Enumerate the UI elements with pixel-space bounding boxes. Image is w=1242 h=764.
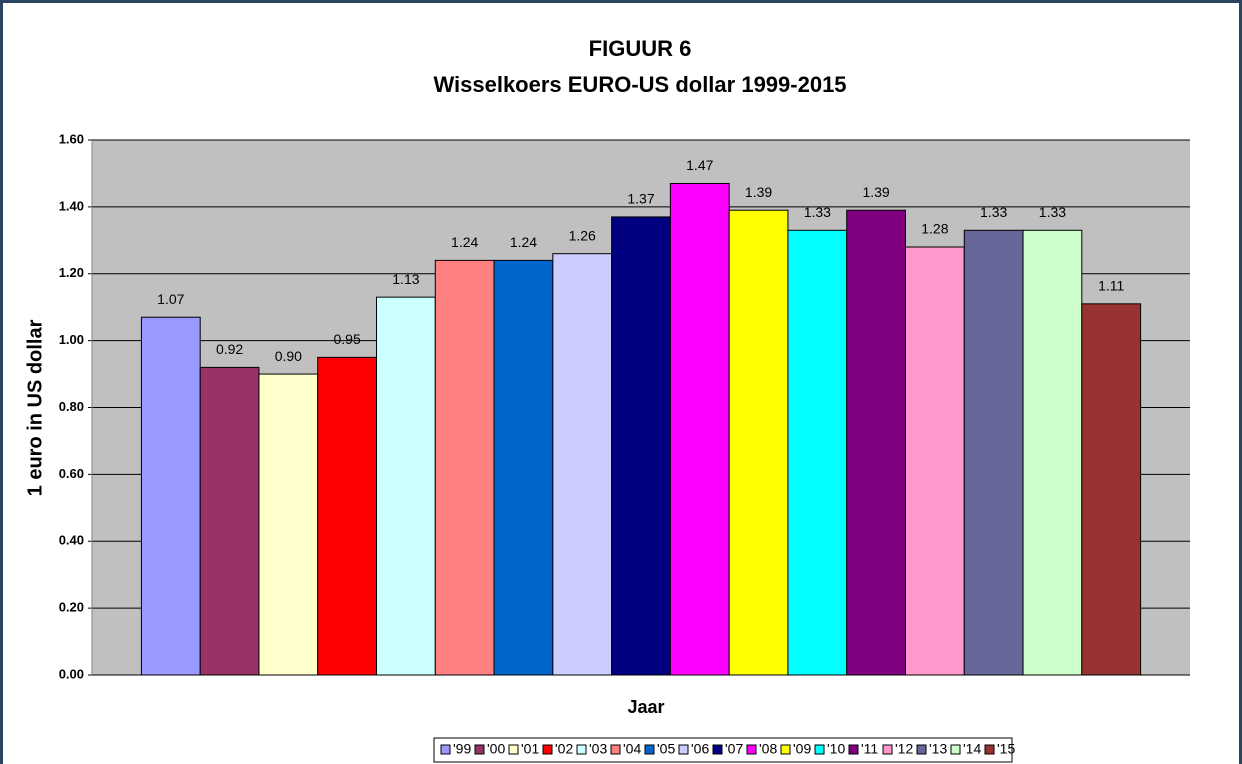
bar xyxy=(258,373,319,676)
data-label: 1.37 xyxy=(627,191,654,207)
data-label: 1.39 xyxy=(862,184,889,200)
legend-label: '06 xyxy=(691,741,709,757)
bar xyxy=(904,246,965,676)
legend xyxy=(433,737,1013,763)
data-label: 1.24 xyxy=(451,234,478,250)
legend-label: '02 xyxy=(555,741,573,757)
y-tick-label: 0.00 xyxy=(59,666,84,681)
y-tick-label: 1.60 xyxy=(59,131,84,146)
data-label: 1.33 xyxy=(980,204,1007,220)
bar xyxy=(1081,303,1142,676)
legend-swatch xyxy=(440,744,451,755)
legend-label: '13 xyxy=(929,741,947,757)
legend-swatch xyxy=(644,744,655,755)
legend-swatch xyxy=(848,744,859,755)
data-label: 1.26 xyxy=(569,227,596,243)
legend-label: '07 xyxy=(725,741,743,757)
data-label: 1.33 xyxy=(804,204,831,220)
legend-swatch xyxy=(950,744,961,755)
bar xyxy=(611,216,671,676)
bar xyxy=(140,316,201,676)
legend-swatch xyxy=(984,744,995,755)
data-label: 1.39 xyxy=(745,184,772,200)
data-label: 1.47 xyxy=(686,157,713,173)
legend-label: '14 xyxy=(963,741,981,757)
bar xyxy=(199,366,260,676)
legend-swatch xyxy=(746,744,757,755)
legend-swatch xyxy=(882,744,893,755)
bar xyxy=(963,229,1024,676)
bar xyxy=(434,259,495,676)
y-tick-label: 1.20 xyxy=(59,265,84,280)
legend-label: '10 xyxy=(827,741,845,757)
legend-label: '12 xyxy=(895,741,913,757)
bar xyxy=(787,229,848,676)
legend-swatch xyxy=(814,744,825,755)
y-tick-label: 0.60 xyxy=(59,466,84,481)
legend-swatch xyxy=(678,744,689,755)
chart-title: FIGUUR 6 xyxy=(589,36,692,61)
y-tick-label: 1.40 xyxy=(59,198,84,213)
y-tick-label: 0.40 xyxy=(59,533,84,548)
legend-swatch xyxy=(780,744,791,755)
legend-label: '04 xyxy=(623,741,641,757)
legend-label: '99 xyxy=(453,741,471,757)
legend-swatch xyxy=(916,744,927,755)
legend-swatch xyxy=(508,744,519,755)
legend-label: '15 xyxy=(997,741,1015,757)
bar xyxy=(1022,229,1083,676)
legend-label: '09 xyxy=(793,741,811,757)
legend-label: '00 xyxy=(487,741,505,757)
legend-swatch xyxy=(542,744,553,755)
data-label: 1.24 xyxy=(510,234,537,250)
chart-subtitle: Wisselkoers EURO-US dollar 1999-2015 xyxy=(433,72,846,97)
data-label: 1.13 xyxy=(392,271,419,287)
data-label: 1.11 xyxy=(1098,278,1124,294)
legend-label: '03 xyxy=(589,741,607,757)
legend-swatch xyxy=(576,744,587,755)
data-label: 0.90 xyxy=(275,348,302,364)
bar xyxy=(846,209,906,676)
bar xyxy=(493,259,554,676)
bar xyxy=(669,182,730,676)
legend-label: '05 xyxy=(657,741,675,757)
legend-label: '11 xyxy=(861,741,878,757)
data-label: 1.07 xyxy=(157,291,184,307)
y-tick-label: 0.80 xyxy=(59,399,84,414)
data-label: 0.95 xyxy=(333,331,360,347)
legend-swatch xyxy=(712,744,723,755)
legend-label: '01 xyxy=(521,741,539,757)
bar xyxy=(317,356,378,676)
legend-label: '08 xyxy=(759,741,777,757)
y-axis-title: 1 euro in US dollar xyxy=(24,319,46,496)
data-label: 0.92 xyxy=(216,341,243,357)
legend-swatch xyxy=(610,744,621,755)
y-tick-label: 1.00 xyxy=(59,332,84,347)
legend-swatch xyxy=(474,744,485,755)
bar xyxy=(376,296,436,676)
bar xyxy=(552,253,613,676)
data-label: 1.28 xyxy=(921,221,948,237)
y-tick-label: 0.20 xyxy=(59,600,84,615)
data-label: 1.33 xyxy=(1039,204,1066,220)
bar xyxy=(728,209,789,676)
x-axis-title: Jaar xyxy=(627,697,664,717)
